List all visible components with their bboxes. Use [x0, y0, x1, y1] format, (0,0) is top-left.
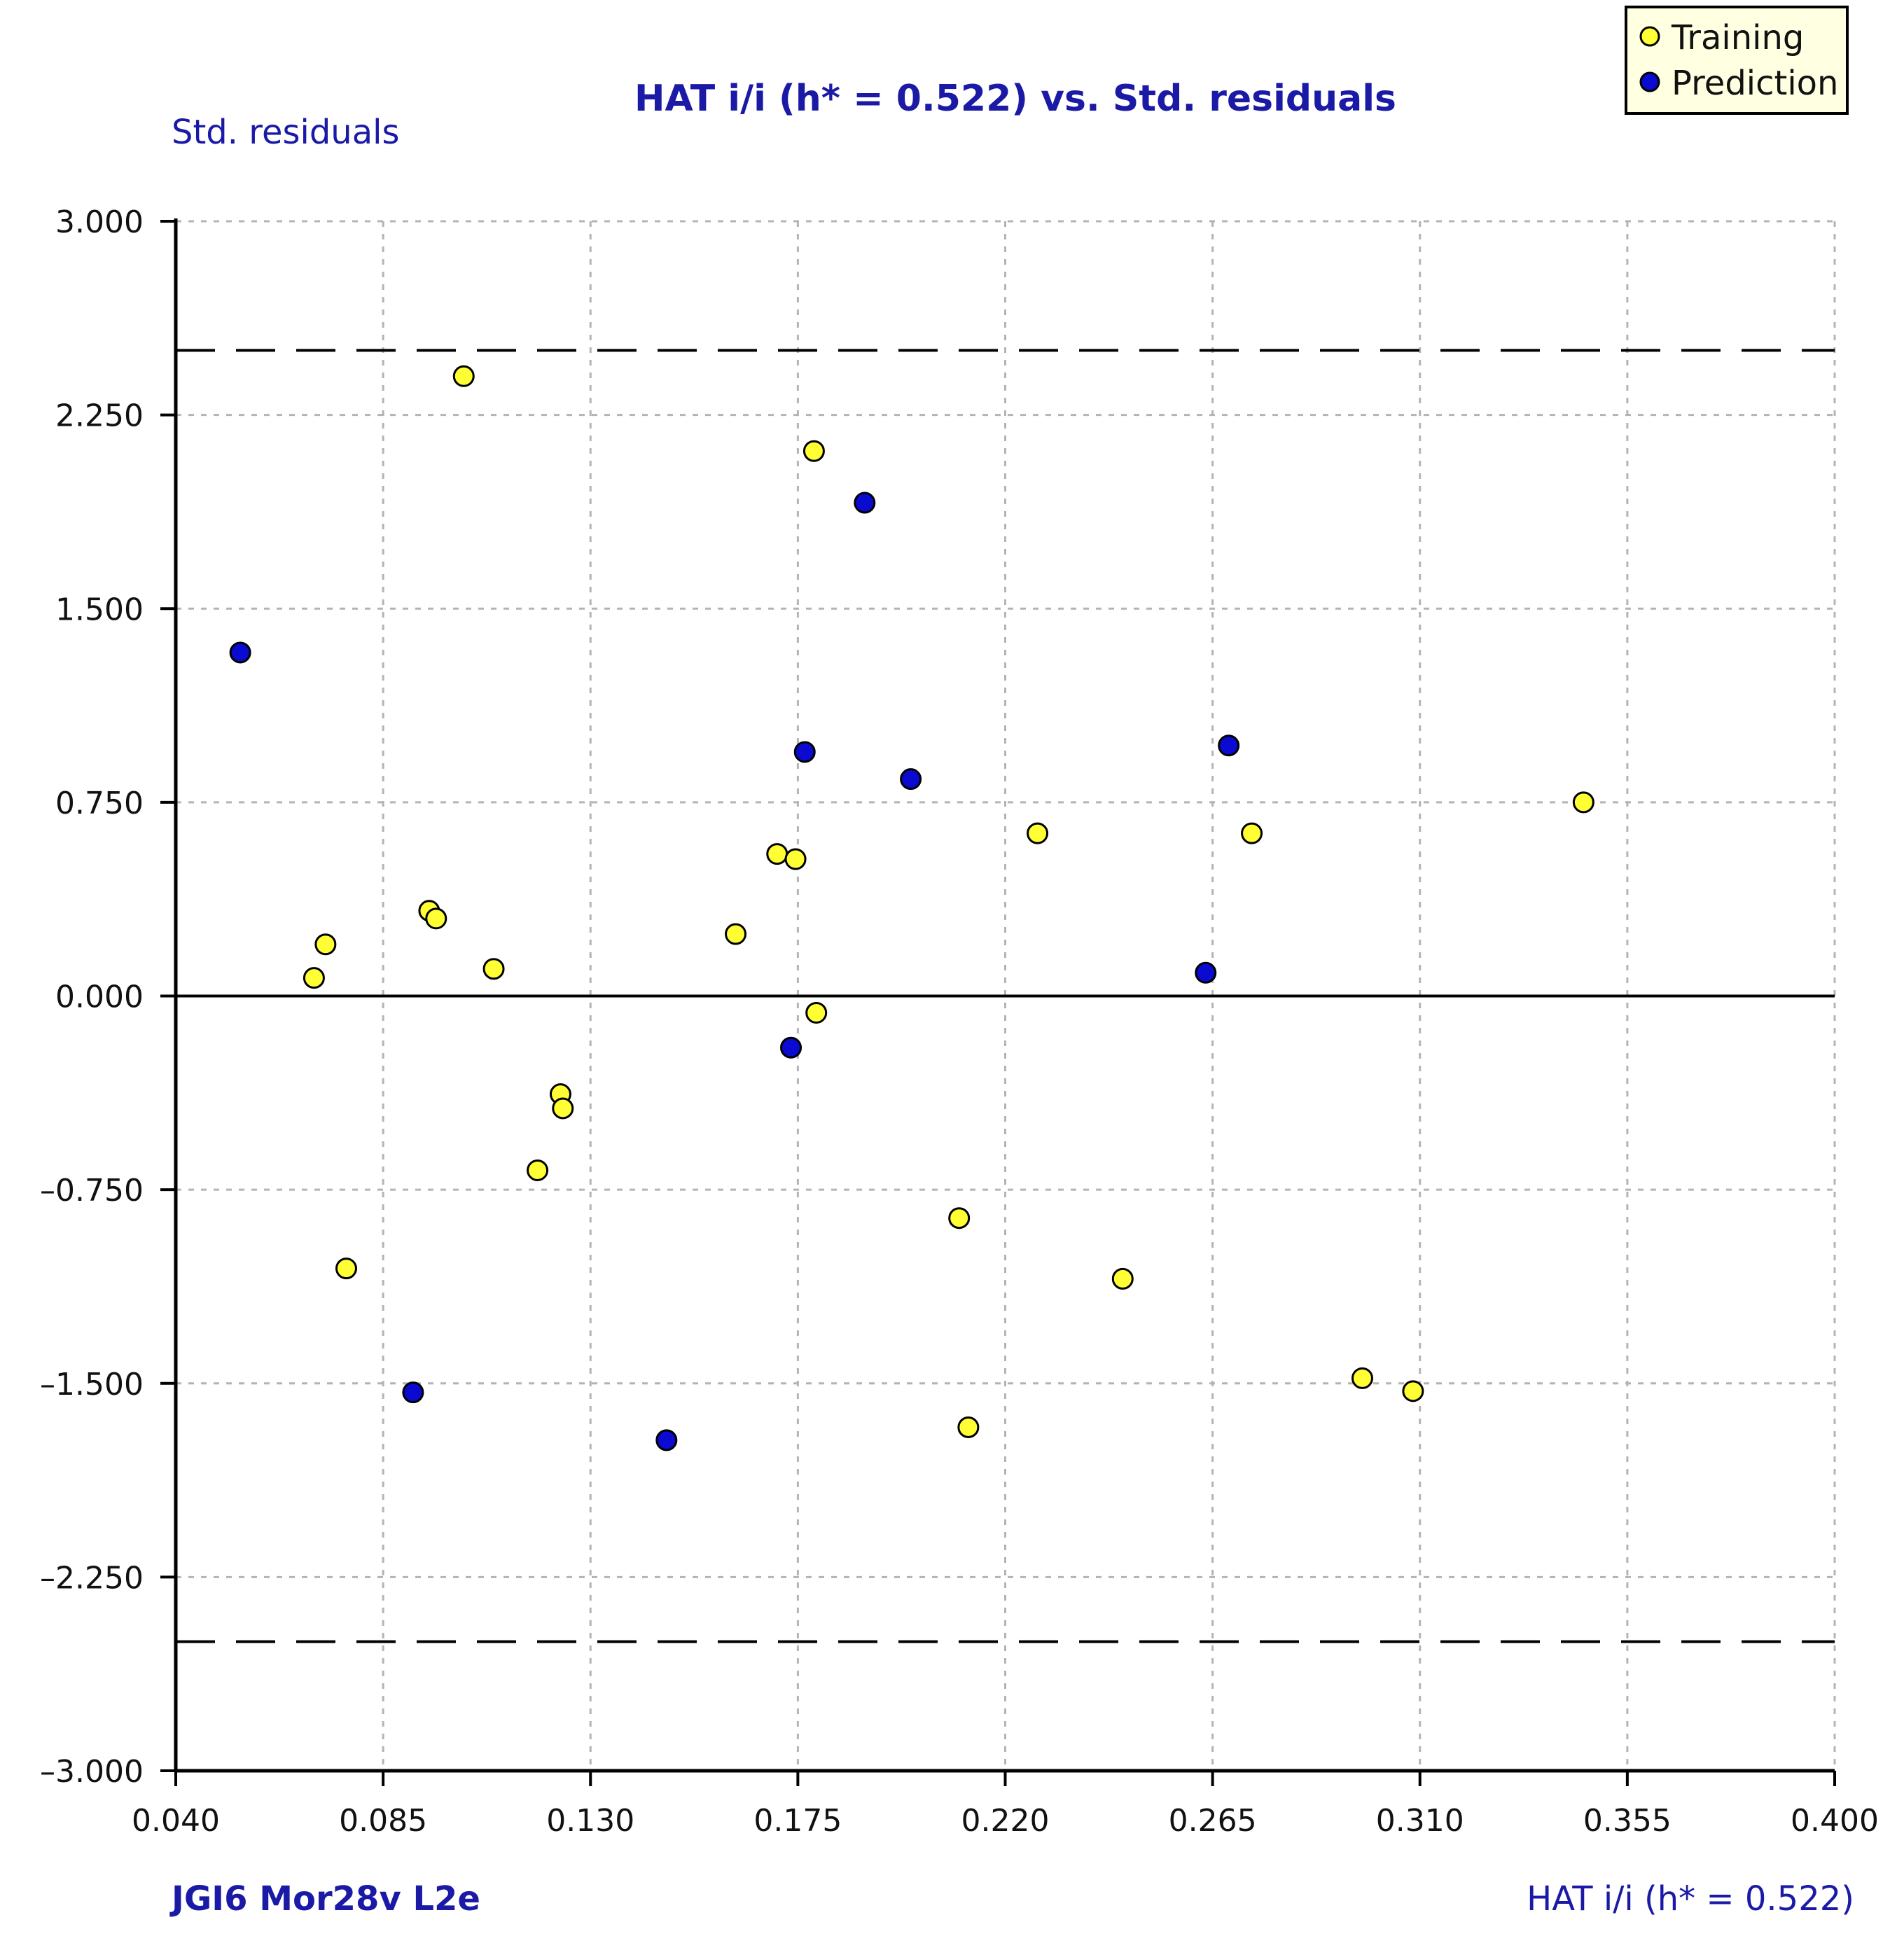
legend-prediction-marker	[1639, 71, 1660, 92]
training-point	[948, 1207, 971, 1230]
x-axis-label: HAT i/i (h* = 0.522)	[1527, 1879, 1854, 1918]
training-point	[725, 923, 747, 945]
y-tick-label: 1.500	[55, 592, 144, 627]
y-axis-label: Std. residuals	[172, 113, 399, 152]
x-tick-label: 0.085	[339, 1803, 427, 1839]
x-tick-label: 0.355	[1583, 1803, 1672, 1839]
y-tick-labels: 3.000 2.250 1.500 0.750 0.000 –0.750 –1.500 –2.…	[40, 204, 144, 1790]
x-tick-label: 0.400	[1791, 1803, 1879, 1839]
y-tick-label: 3.000	[55, 204, 144, 240]
prediction-point	[1218, 734, 1240, 757]
prediction-point	[402, 1381, 424, 1404]
x-tick-label: 0.175	[753, 1803, 842, 1839]
data-points	[229, 365, 1594, 1451]
y-tick-label: 0.750	[55, 786, 144, 821]
training-point	[1241, 822, 1263, 844]
y-tick-label: 0.000	[55, 980, 144, 1015]
prediction-point	[655, 1429, 678, 1451]
prediction-point	[793, 741, 816, 763]
training-point	[452, 365, 475, 387]
legend-training-marker	[1639, 26, 1660, 47]
training-point	[335, 1258, 357, 1280]
x-tick-label: 0.130	[546, 1803, 634, 1839]
y-tick-label: –0.750	[40, 1173, 144, 1209]
training-point	[314, 933, 337, 956]
training-point	[1111, 1267, 1134, 1290]
training-point	[805, 1001, 828, 1024]
axes	[160, 218, 1836, 1786]
training-point	[1402, 1380, 1424, 1402]
reference-lines	[176, 349, 1835, 1643]
legend: Training Prediction	[1625, 6, 1849, 115]
legend-prediction-label: Prediction	[1672, 64, 1838, 103]
training-point	[303, 967, 325, 989]
x-tick-label: 0.310	[1376, 1803, 1464, 1839]
legend-training-label: Training	[1671, 18, 1804, 57]
chart-title: HAT i/i (h* = 0.522) vs. Std. residuals	[634, 78, 1396, 120]
prediction-point	[1195, 961, 1217, 984]
model-descriptor-label: JGI6 Mor28v L2e	[169, 1879, 480, 1918]
y-tick-label: –2.250	[40, 1560, 144, 1596]
x-tick-label: 0.040	[132, 1803, 220, 1839]
training-point	[1572, 791, 1594, 814]
y-tick-label: –3.000	[40, 1754, 144, 1790]
y-tick-label: 2.250	[55, 398, 144, 434]
training-point	[1027, 822, 1049, 844]
x-tick-label: 0.220	[961, 1803, 1050, 1839]
training-point	[527, 1159, 549, 1181]
training-point	[482, 958, 505, 980]
training-point	[957, 1416, 980, 1438]
training-point	[1351, 1367, 1373, 1389]
prediction-point	[854, 492, 876, 514]
x-tick-labels: 0.040 0.085 0.130 0.175 0.220 0.265 0.310 0.355…	[132, 1803, 1879, 1839]
prediction-point	[900, 768, 922, 791]
training-point	[802, 440, 825, 462]
training-point	[784, 848, 807, 870]
legend-box	[1625, 6, 1849, 115]
x-tick-label: 0.265	[1169, 1803, 1257, 1839]
training-point	[425, 907, 447, 930]
prediction-point	[229, 641, 251, 664]
training-point	[552, 1097, 574, 1120]
y-tick-label: –1.500	[40, 1367, 144, 1402]
training-point	[766, 843, 788, 865]
prediction-point	[780, 1036, 802, 1059]
